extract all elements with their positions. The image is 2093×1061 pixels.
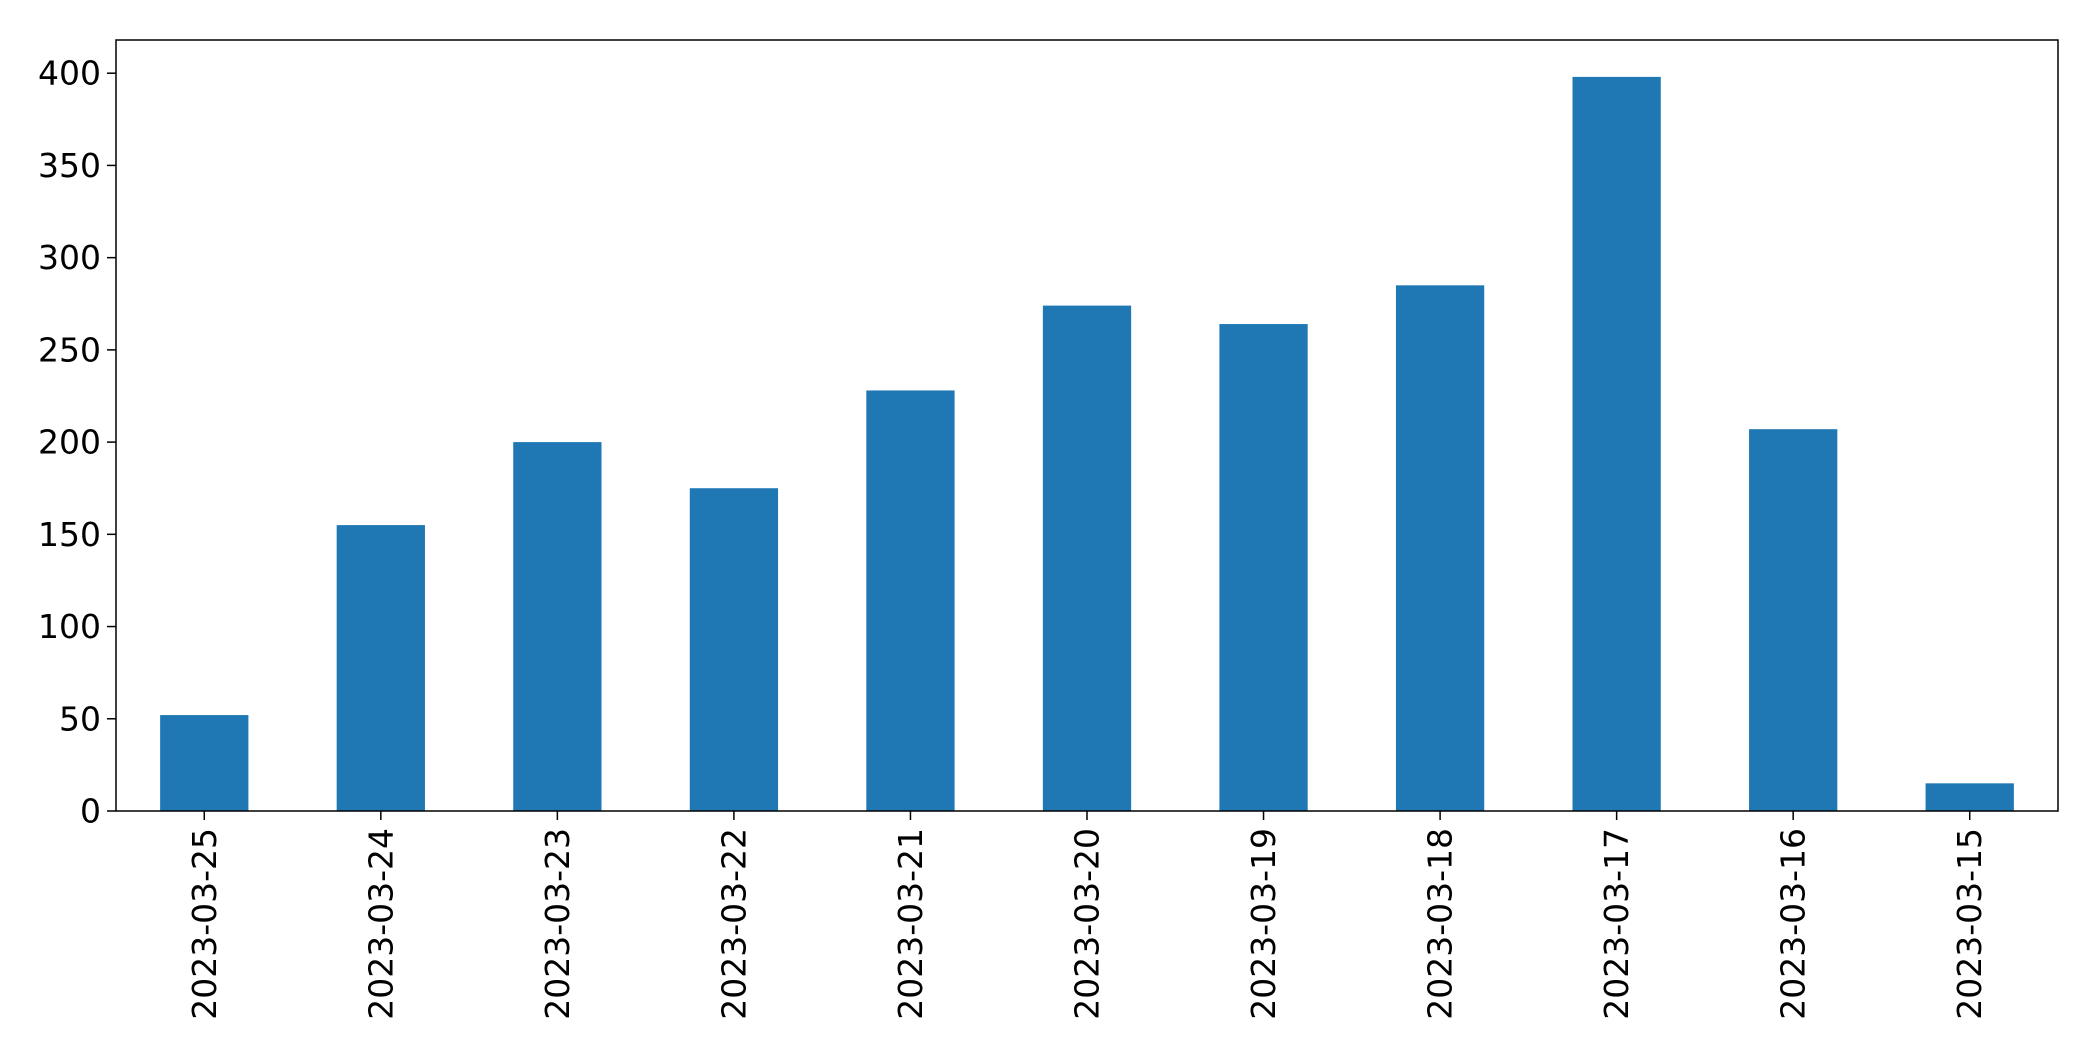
x-tick-label: 2023-03-16 xyxy=(1774,828,1813,1020)
bar-2023-03-20 xyxy=(1042,305,1132,811)
y-tick-label: 200 xyxy=(38,423,101,462)
x-axis: 2023-03-25 2023-03-24 2023-03-23 2023-03-22… xyxy=(185,811,1989,1020)
x-tick-label: 2023-03-23 xyxy=(538,828,577,1020)
y-tick-label: 0 xyxy=(80,792,101,831)
bar-2023-03-19 xyxy=(1219,324,1308,811)
y-tick-label: 300 xyxy=(38,238,101,277)
bar-2023-03-17 xyxy=(1572,76,1661,811)
bar-2023-03-23 xyxy=(513,442,602,811)
bar-2023-03-15 xyxy=(1925,783,2014,811)
x-tick-label: 2023-03-15 xyxy=(1950,828,1989,1020)
bar-2023-03-22 xyxy=(689,488,779,811)
bar-2023-03-24 xyxy=(336,525,425,811)
x-tick-label: 2023-03-17 xyxy=(1597,828,1636,1020)
y-tick-label: 350 xyxy=(38,146,101,185)
y-axis: 0 50 100 150 200 250 300 350 400 xyxy=(38,54,116,831)
y-tick-label: 100 xyxy=(38,607,101,646)
x-tick-label: 2023-03-19 xyxy=(1244,828,1283,1020)
y-tick-label: 400 xyxy=(38,54,101,93)
bar-2023-03-25 xyxy=(160,715,249,811)
x-tick-label: 2023-03-20 xyxy=(1068,828,1107,1020)
y-tick-label: 150 xyxy=(38,515,101,554)
bar-2023-03-18 xyxy=(1395,285,1485,811)
bar-2023-03-21 xyxy=(866,390,955,811)
bars-group xyxy=(160,76,2014,811)
y-tick-label: 250 xyxy=(38,330,101,369)
x-tick-label: 2023-03-22 xyxy=(714,828,753,1020)
x-tick-label: 2023-03-21 xyxy=(891,828,930,1020)
bar-2023-03-16 xyxy=(1749,429,1838,811)
x-tick-label: 2023-03-25 xyxy=(185,828,224,1020)
x-tick-label: 2023-03-24 xyxy=(361,828,400,1020)
x-tick-label: 2023-03-18 xyxy=(1421,828,1460,1020)
y-tick-label: 50 xyxy=(59,699,101,738)
